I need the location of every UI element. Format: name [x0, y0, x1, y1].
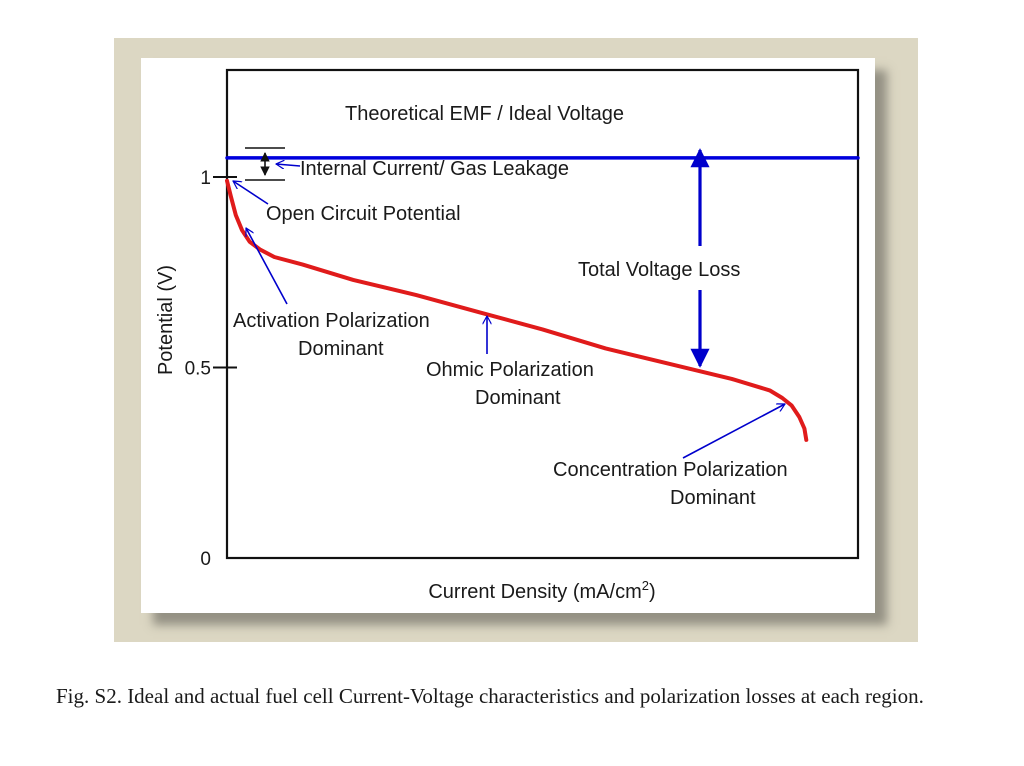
annotation-gas-leakage: Internal Current/ Gas Leakage [300, 158, 569, 180]
series-lines [225, 156, 860, 442]
x-axis-title-end: ) [649, 581, 656, 603]
chart-panel [141, 58, 875, 613]
actual-voltage-curve [225, 178, 809, 442]
x-axis-title: Current Density (mA/cm2) [428, 578, 655, 603]
ocp-pointer-arrow [233, 181, 269, 205]
activation-pointer-arrow [245, 228, 288, 305]
figure-caption: Fig. S2. Ideal and actual fuel cell Curr… [56, 684, 924, 708]
y-axis-ticks: 00.51 [185, 168, 237, 570]
plot-area [225, 68, 860, 560]
y-tick-label: 0 [200, 549, 211, 570]
annotation-open-circuit: Open Circuit Potential [266, 203, 461, 225]
y-axis-title: Potential (V) [155, 265, 177, 375]
annotation-total-loss: Total Voltage Loss [578, 259, 740, 281]
annotation-activation: Activation Polarization [233, 310, 430, 332]
annotation-ideal-voltage: Theoretical EMF / Ideal Voltage [345, 103, 624, 125]
annotation-activation-dominant: Dominant [298, 338, 384, 360]
y-tick-label: 0.5 [185, 359, 211, 380]
annotation-concentration: Concentration Polarization [553, 459, 788, 481]
annotation-concentration-dominant: Dominant [670, 487, 756, 509]
concentration-pointer-arrow [682, 404, 785, 459]
leakage-pointer-arrow [276, 164, 301, 166]
annotation-ohmic: Ohmic Polarization [426, 359, 594, 381]
x-axis-title-superscript: 2 [642, 578, 649, 593]
annotation-ohmic-dominant: Dominant [475, 387, 561, 409]
x-axis-title-main: Current Density (mA/cm [428, 581, 641, 603]
y-tick-label: 1 [200, 168, 211, 189]
